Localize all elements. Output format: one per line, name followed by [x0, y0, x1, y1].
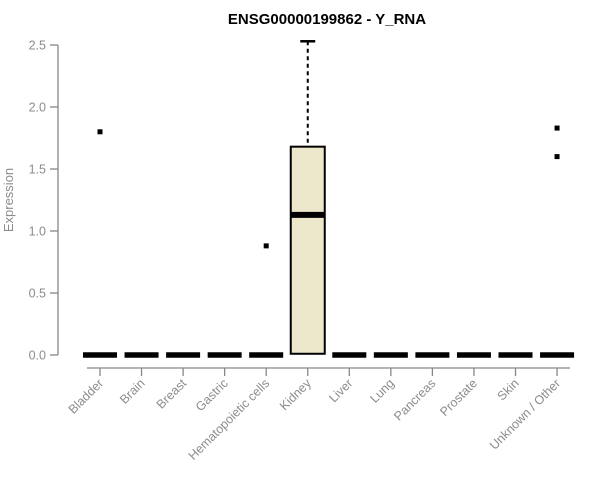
flat-box: [332, 352, 367, 358]
x-tick-label: Prostate: [437, 376, 480, 419]
flat-box: [415, 352, 450, 358]
flat-box: [249, 352, 284, 358]
flat-box: [124, 352, 159, 358]
outlier-point: [554, 125, 560, 131]
x-tick-label: Kidney: [277, 376, 314, 413]
outlier-point: [97, 129, 103, 135]
plot-area: 0.0 0.5 1.0 1.5 2.0 2.5 Bladder Brain Breast Gast…: [29, 39, 575, 463]
y-tick-label: 0.5: [29, 287, 46, 301]
flat-box: [373, 352, 408, 358]
x-tick-label: Hematopoietic cells: [186, 376, 273, 463]
outlier-point: [554, 154, 560, 160]
x-tick-label: Gastric: [193, 376, 231, 414]
x-tick-label: Breast: [154, 376, 190, 412]
x-tick-label: Skin: [495, 376, 522, 403]
y-tick-label: 2.0: [29, 101, 46, 115]
x-tick-label: Unknown / Other: [487, 376, 563, 452]
flat-box: [498, 352, 533, 358]
flat-box: [83, 352, 117, 358]
y-tick-label: 1.0: [29, 225, 46, 239]
flat-box: [540, 352, 575, 358]
box: [289, 145, 326, 355]
flat-box: [207, 352, 242, 358]
x-tick-label: Liver: [326, 376, 355, 405]
y-tick-label: 2.5: [29, 39, 46, 53]
x-tick-label: Pancreas: [391, 376, 438, 423]
x-tick-label: Bladder: [66, 376, 106, 416]
y-tick-label: 0.0: [29, 349, 46, 363]
flat-box: [166, 352, 201, 358]
outlier-point: [263, 243, 269, 249]
x-tick-label: Lung: [367, 376, 397, 406]
y-tick-label: 1.5: [29, 163, 46, 177]
x-tick-label: Brain: [117, 376, 148, 407]
chart-title: ENSG00000199862 - Y_RNA: [228, 11, 426, 28]
y-axis-label: Expression: [1, 168, 16, 232]
median-line: [290, 211, 325, 218]
flat-box: [456, 352, 491, 358]
